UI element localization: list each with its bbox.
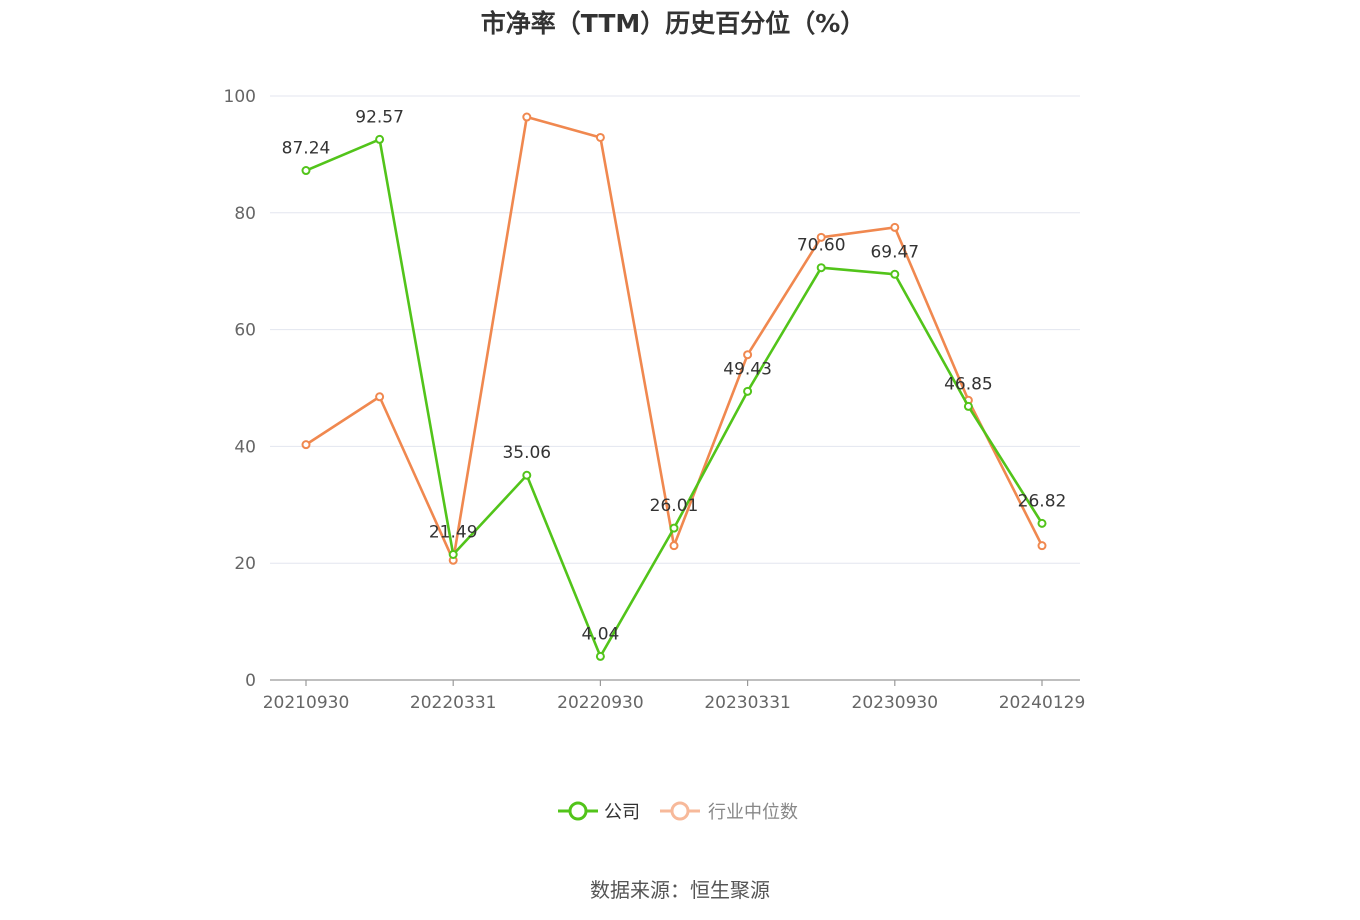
data-point [743, 350, 753, 360]
data-label: 70.60 [797, 236, 846, 256]
x-tick-label: 20210930 [263, 693, 350, 713]
x-tick-label: 20230930 [852, 693, 939, 713]
y-tick-label: 20 [234, 554, 256, 574]
data-point [301, 166, 311, 176]
legend-marker-0 [568, 801, 588, 821]
x-tick-label: 20220331 [410, 693, 497, 713]
data-point [522, 112, 532, 122]
legend-label-1: 行业中位数 [708, 802, 798, 823]
legend-label-0: 公司 [604, 802, 640, 823]
legend: 公司 行业中位数 [558, 801, 798, 823]
data-label: 87.24 [282, 139, 331, 159]
x-axis: 20210930 20220331 20220930 20230331 20230930… [263, 679, 1086, 713]
data-point [1037, 518, 1047, 528]
data-label: 26.82 [1018, 491, 1067, 511]
series-layer [301, 112, 1047, 661]
y-tick-label: 0 [245, 671, 256, 691]
y-tick-label: 80 [234, 204, 256, 224]
data-point [890, 269, 900, 279]
data-point [743, 386, 753, 396]
data-point [375, 392, 385, 402]
y-tick-label: 40 [234, 437, 256, 457]
data-label: 69.47 [870, 242, 919, 262]
data-point [669, 541, 679, 551]
data-label: 92.57 [355, 107, 404, 127]
data-point [816, 263, 826, 273]
data-point [301, 440, 311, 450]
data-label: 35.06 [502, 443, 551, 463]
data-point [669, 523, 679, 533]
source-note: 数据来源：恒生聚源 [590, 878, 770, 902]
data-point [595, 651, 605, 661]
data-point [595, 132, 605, 142]
data-point [375, 134, 385, 144]
data-point [816, 232, 826, 242]
data-label: 46.85 [944, 374, 993, 394]
data-label: 21.49 [429, 522, 478, 542]
data-point [890, 222, 900, 232]
chart-title: 市净率（TTM）历史百分位（%） [480, 9, 866, 38]
data-label: 4.04 [581, 624, 619, 644]
y-tick-label: 100 [224, 87, 256, 107]
data-label: 26.01 [650, 496, 699, 516]
data-point [448, 549, 458, 559]
legend-marker-1 [670, 801, 690, 821]
x-tick-label: 20220930 [557, 693, 644, 713]
data-point [522, 470, 532, 480]
data-point [963, 401, 973, 411]
y-axis-ticks: 0 20 40 60 80 100 [224, 87, 256, 691]
y-tick-label: 60 [234, 321, 256, 341]
data-label: 49.43 [723, 359, 772, 379]
data-point [1037, 541, 1047, 551]
data-labels: 87.24 92.57 21.49 35.06 4.04 26.01 49.43 70.60 6… [282, 107, 1067, 644]
x-tick-label: 20240129 [999, 693, 1086, 713]
grid-lines [270, 95, 1080, 564]
series-line-0 [305, 138, 1044, 658]
x-tick-label: 20230331 [704, 693, 791, 713]
